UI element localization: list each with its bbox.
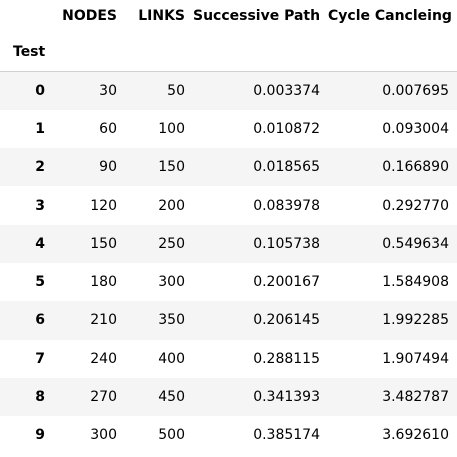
table-row: 5 180 300 0.200167 1.584908 bbox=[0, 262, 457, 302]
cell-nodes: 240 bbox=[90, 350, 117, 367]
index-name-label: Test bbox=[0, 32, 57, 72]
cell-successive-path: 0.003374 bbox=[253, 82, 320, 99]
table-row: 4 150 250 0.105738 0.549634 bbox=[0, 224, 457, 263]
table-row: 7 240 400 0.288115 1.907494 bbox=[0, 339, 457, 378]
row-index-cell: 9 bbox=[35, 427, 45, 444]
cell-cycle-canceling: 1.992285 bbox=[382, 312, 449, 329]
table-row: 8 270 450 0.341393 3.482787 bbox=[0, 377, 457, 417]
row-index-cell: 5 bbox=[35, 274, 45, 291]
cell-successive-path: 0.083978 bbox=[253, 197, 320, 214]
row-index-cell: 4 bbox=[35, 235, 45, 252]
row-index-cell: 1 bbox=[35, 120, 45, 137]
column-header-nodes: NODES bbox=[62, 8, 117, 24]
cell-successive-path: 0.341393 bbox=[253, 389, 320, 406]
row-index-cell: 2 bbox=[35, 159, 45, 176]
cell-cycle-canceling: 0.093004 bbox=[382, 120, 449, 137]
cell-nodes: 120 bbox=[90, 197, 117, 214]
cell-links: 400 bbox=[158, 350, 185, 367]
cell-nodes: 180 bbox=[90, 274, 117, 291]
cell-successive-path: 0.105738 bbox=[253, 235, 320, 252]
cell-successive-path: 0.288115 bbox=[253, 350, 320, 367]
column-header-row: NODES LINKS Successive Path Cycle Cancle… bbox=[0, 0, 457, 32]
table-row: 9 300 500 0.385174 3.692610 bbox=[0, 416, 457, 455]
cell-nodes: 150 bbox=[90, 235, 117, 252]
table-row: 3 120 200 0.083978 0.292770 bbox=[0, 186, 457, 225]
index-name-row-spacer bbox=[328, 32, 457, 72]
cell-nodes: 90 bbox=[99, 159, 117, 176]
cell-cycle-canceling: 3.482787 bbox=[382, 389, 449, 406]
cell-links: 250 bbox=[158, 235, 185, 252]
cell-links: 150 bbox=[158, 159, 185, 176]
row-index-cell: 8 bbox=[35, 389, 45, 406]
index-name-row-spacer bbox=[57, 32, 125, 72]
row-index-cell: 7 bbox=[35, 350, 45, 367]
table-row: 2 90 150 0.018565 0.166890 bbox=[0, 148, 457, 187]
column-header-links: LINKS bbox=[138, 8, 185, 24]
cell-links: 100 bbox=[158, 120, 185, 137]
column-header-cycle-canceling: Cycle Cancleing bbox=[328, 8, 452, 24]
cell-cycle-canceling: 1.584908 bbox=[382, 274, 449, 291]
row-index-cell: 0 bbox=[35, 82, 45, 99]
cell-nodes: 300 bbox=[90, 427, 117, 444]
index-corner-cell bbox=[0, 0, 57, 32]
row-index-cell: 6 bbox=[35, 312, 45, 329]
cell-links: 500 bbox=[158, 427, 185, 444]
table-row: 1 60 100 0.010872 0.093004 bbox=[0, 109, 457, 149]
table-header: NODES LINKS Successive Path Cycle Cancle… bbox=[0, 0, 457, 72]
index-name-row: Test bbox=[0, 32, 457, 72]
cell-links: 350 bbox=[158, 312, 185, 329]
cell-links: 300 bbox=[158, 274, 185, 291]
cell-cycle-canceling: 0.007695 bbox=[382, 82, 449, 99]
index-name-row-spacer bbox=[193, 32, 328, 72]
cell-cycle-canceling: 0.166890 bbox=[382, 159, 449, 176]
cell-successive-path: 0.010872 bbox=[253, 120, 320, 137]
cell-successive-path: 0.206145 bbox=[253, 312, 320, 329]
cell-links: 50 bbox=[167, 82, 185, 99]
cell-cycle-canceling: 1.907494 bbox=[382, 350, 449, 367]
cell-successive-path: 0.385174 bbox=[253, 427, 320, 444]
cell-cycle-canceling: 0.292770 bbox=[382, 197, 449, 214]
cell-nodes: 210 bbox=[90, 312, 117, 329]
cell-nodes: 270 bbox=[90, 389, 117, 406]
index-name-row-spacer bbox=[125, 32, 193, 72]
cell-successive-path: 0.200167 bbox=[253, 274, 320, 291]
cell-links: 450 bbox=[158, 389, 185, 406]
cell-cycle-canceling: 3.692610 bbox=[382, 427, 449, 444]
cell-nodes: 60 bbox=[99, 120, 117, 137]
row-index-cell: 3 bbox=[35, 197, 45, 214]
cell-nodes: 30 bbox=[99, 82, 117, 99]
cell-cycle-canceling: 0.549634 bbox=[382, 235, 449, 252]
table-body: 0 30 50 0.003374 0.007695 1 60 100 0.010872 0.093… bbox=[0, 71, 457, 455]
cell-links: 200 bbox=[158, 197, 185, 214]
cell-successive-path: 0.018565 bbox=[253, 159, 320, 176]
column-header-successive-path: Successive Path bbox=[193, 8, 321, 24]
table-row: 6 210 350 0.206145 1.992285 bbox=[0, 301, 457, 340]
table-row: 0 30 50 0.003374 0.007695 bbox=[0, 71, 457, 110]
